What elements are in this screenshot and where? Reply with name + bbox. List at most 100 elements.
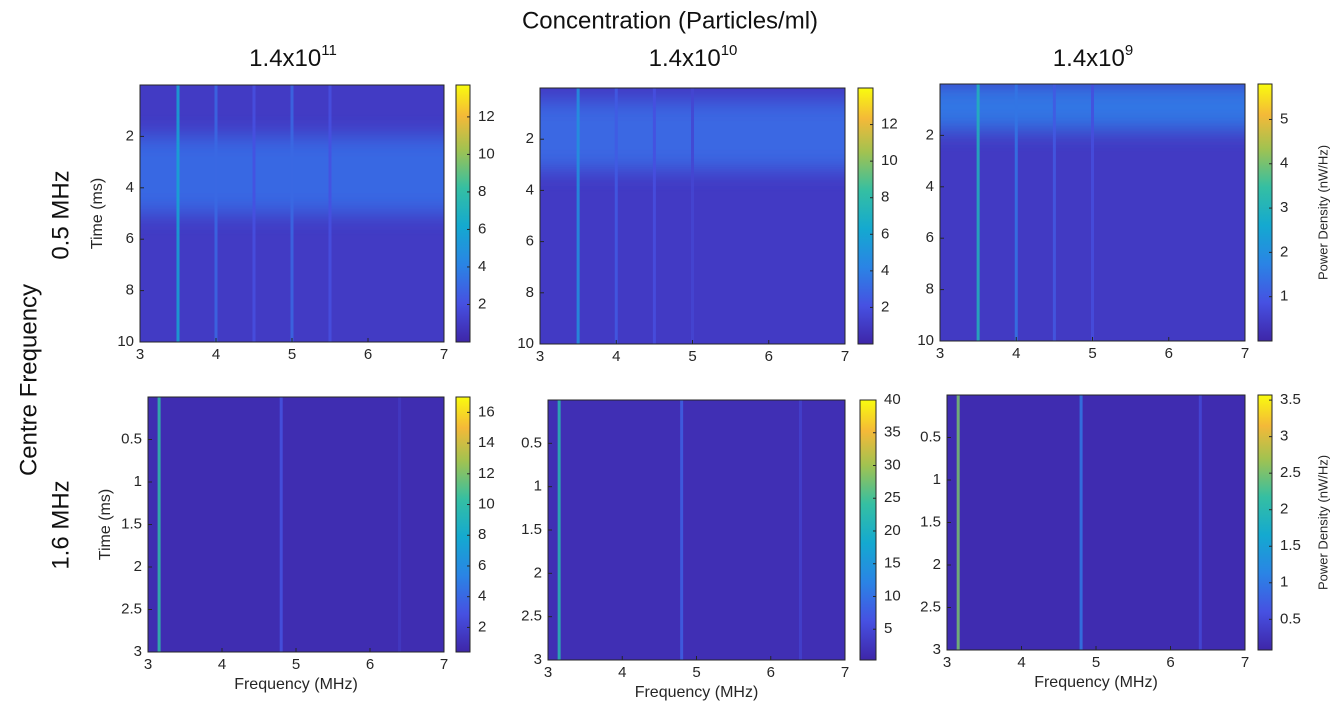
y-tick-label: 3 [933,641,941,658]
heatmap-background [548,400,845,660]
y-tick-label: 1.5 [521,521,542,538]
colorbar-tick-label: 12 [881,116,898,133]
colorbar-tick-label: 16 [478,403,495,420]
y-tick-label: 3 [134,643,142,660]
plot-area [140,85,444,342]
x-axis-label: Frequency (MHz) [635,684,759,701]
y-tick-label: 4 [526,181,534,198]
y-tick-label: 10 [517,335,534,352]
y-tick-label: 2.5 [521,608,542,625]
heatmap-streak [214,85,218,342]
colorbar-tick-label: 5 [884,620,892,637]
y-tick-label: 2.5 [920,598,941,615]
x-tick-label: 5 [688,348,696,365]
heatmap-streak [252,85,256,342]
heatmap-background [947,395,1245,650]
y-tick-label: 0.5 [121,430,142,447]
y-tick-label: 2.5 [121,600,142,617]
x-tick-label: 3 [536,348,544,365]
colorbar-tick-label: 40 [884,391,901,408]
x-tick-label: 4 [618,664,626,681]
heatmap-streak [328,85,332,342]
x-tick-label: 7 [841,664,849,681]
row-label: 1.6 MHz [47,480,74,569]
column-title-exponent: 10 [721,42,738,59]
colorbar-tick-label: 10 [881,152,898,169]
colorbar-tick-label: 8 [881,189,889,206]
y-tick-label: 1 [933,471,941,488]
colorbar [857,87,874,345]
heatmap-streak [614,88,618,344]
plot-area [947,395,1245,650]
colorbar-tick-label: 6 [881,225,889,242]
heatmap-streak [976,84,980,341]
colorbar-tick-label: 4 [478,258,486,275]
row-label: 0.5 MHz [47,170,74,259]
colorbar-tick-label: 3.5 [1280,391,1301,408]
colorbar-tick-label: 1.5 [1280,537,1301,554]
column-title-base: 1.4x10 [649,45,721,72]
plot-area [148,397,444,652]
colorbar-tick-label: 5 [1280,110,1288,127]
y-tick-label: 6 [926,229,934,246]
colorbar-tick-label: 3 [1280,428,1288,445]
colorbar-tick-label: 0.5 [1280,610,1301,627]
colorbar-tick-label: 15 [884,555,901,572]
column-title: 1.4x109 [1053,42,1133,72]
colorbar-tick-label: 1 [1280,574,1288,591]
colorbar-tick-label: 2 [1280,243,1288,260]
x-tick-label: 7 [1241,654,1249,671]
colorbar [455,84,471,343]
colorbar-tick-label: 6 [478,220,486,237]
x-tick-label: 5 [1088,345,1096,362]
y-tick-label: 3 [534,651,542,668]
plot-area [540,88,845,344]
y-tick-label: 10 [117,333,134,350]
x-tick-label: 4 [612,348,620,365]
x-tick-label: 5 [292,656,300,673]
colorbar-label: Power Density (nW/Hz) [1315,455,1330,590]
heatmap-streak [652,88,656,344]
heatmap-streak [691,88,694,344]
colorbar-tick-label: 8 [478,183,486,200]
y-tick-label: 2 [926,126,934,143]
heatmap-streak [1079,395,1083,650]
x-tick-label: 7 [440,656,448,673]
colorbar-label: Power Density (nW/Hz) [1315,145,1330,280]
figure-title: Concentration (Particles/ml) [522,7,818,34]
colorbar-tick-label: 2 [1280,501,1288,518]
x-tick-label: 4 [1017,654,1025,671]
x-tick-label: 5 [692,664,700,681]
x-tick-label: 4 [1012,345,1020,362]
heatmap-streak [557,400,561,660]
colorbar-tick-label: 6 [478,557,486,574]
y-tick-label: 6 [526,233,534,250]
y-axis-label: Time (ms) [89,178,106,249]
x-tick-label: 3 [943,654,951,671]
plot-area [940,84,1245,341]
colorbar-tick-label: 4 [881,262,889,279]
y-tick-label: 4 [126,179,134,196]
column-title-base: 1.4x10 [1053,45,1125,72]
x-tick-label: 7 [440,346,448,363]
colorbar-tick-label: 30 [884,456,901,473]
colorbar-tick-label: 1 [1280,288,1288,305]
colorbar-tick-label: 12 [478,465,495,482]
colorbar-tick-label: 2.5 [1280,464,1301,481]
heatmap-streak [1091,84,1094,341]
colorbar [859,399,877,661]
x-tick-label: 6 [1166,654,1174,671]
y-tick-label: 2 [126,127,134,144]
colorbar-tick-label: 10 [478,145,495,162]
colorbar-tick-label: 14 [478,434,495,451]
x-tick-label: 5 [1092,654,1100,671]
heatmap-streak [398,397,402,652]
y-tick-label: 6 [126,230,134,247]
figure-ylabel: Centre Frequency [15,284,42,476]
colorbar-tick-label: 3 [1280,199,1288,216]
column-title: 1.4x1011 [249,42,337,72]
y-tick-label: 2 [534,564,542,581]
y-tick-label: 0.5 [521,434,542,451]
y-tick-label: 4 [926,178,934,195]
